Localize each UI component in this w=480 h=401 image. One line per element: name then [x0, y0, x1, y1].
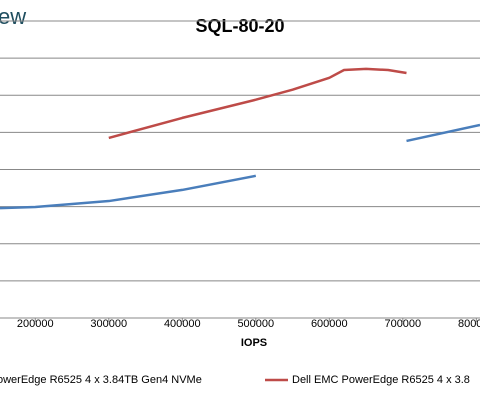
- x-tick-label: 600000: [311, 318, 348, 330]
- logo: ew: [0, 4, 26, 29]
- x-tick-label: 300000: [90, 318, 127, 330]
- series-line: [0, 123, 480, 210]
- x-tick-label: 700000: [384, 318, 421, 330]
- x-tick-label: 400000: [164, 318, 201, 330]
- chart-title: SQL-80-20: [195, 16, 284, 36]
- x-tick-label: 500000: [237, 318, 274, 330]
- series-line: [108, 67, 407, 140]
- x-tick-label: 800000: [458, 318, 480, 330]
- legend-label: owerEdge R6525 4 x 3.84TB Gen4 NVMe: [0, 374, 202, 386]
- legend-label: Dell EMC PowerEdge R6525 4 x 3.8: [292, 374, 470, 386]
- x-axis-label: IOPS: [241, 337, 267, 349]
- x-tick-label: 200000: [17, 318, 54, 330]
